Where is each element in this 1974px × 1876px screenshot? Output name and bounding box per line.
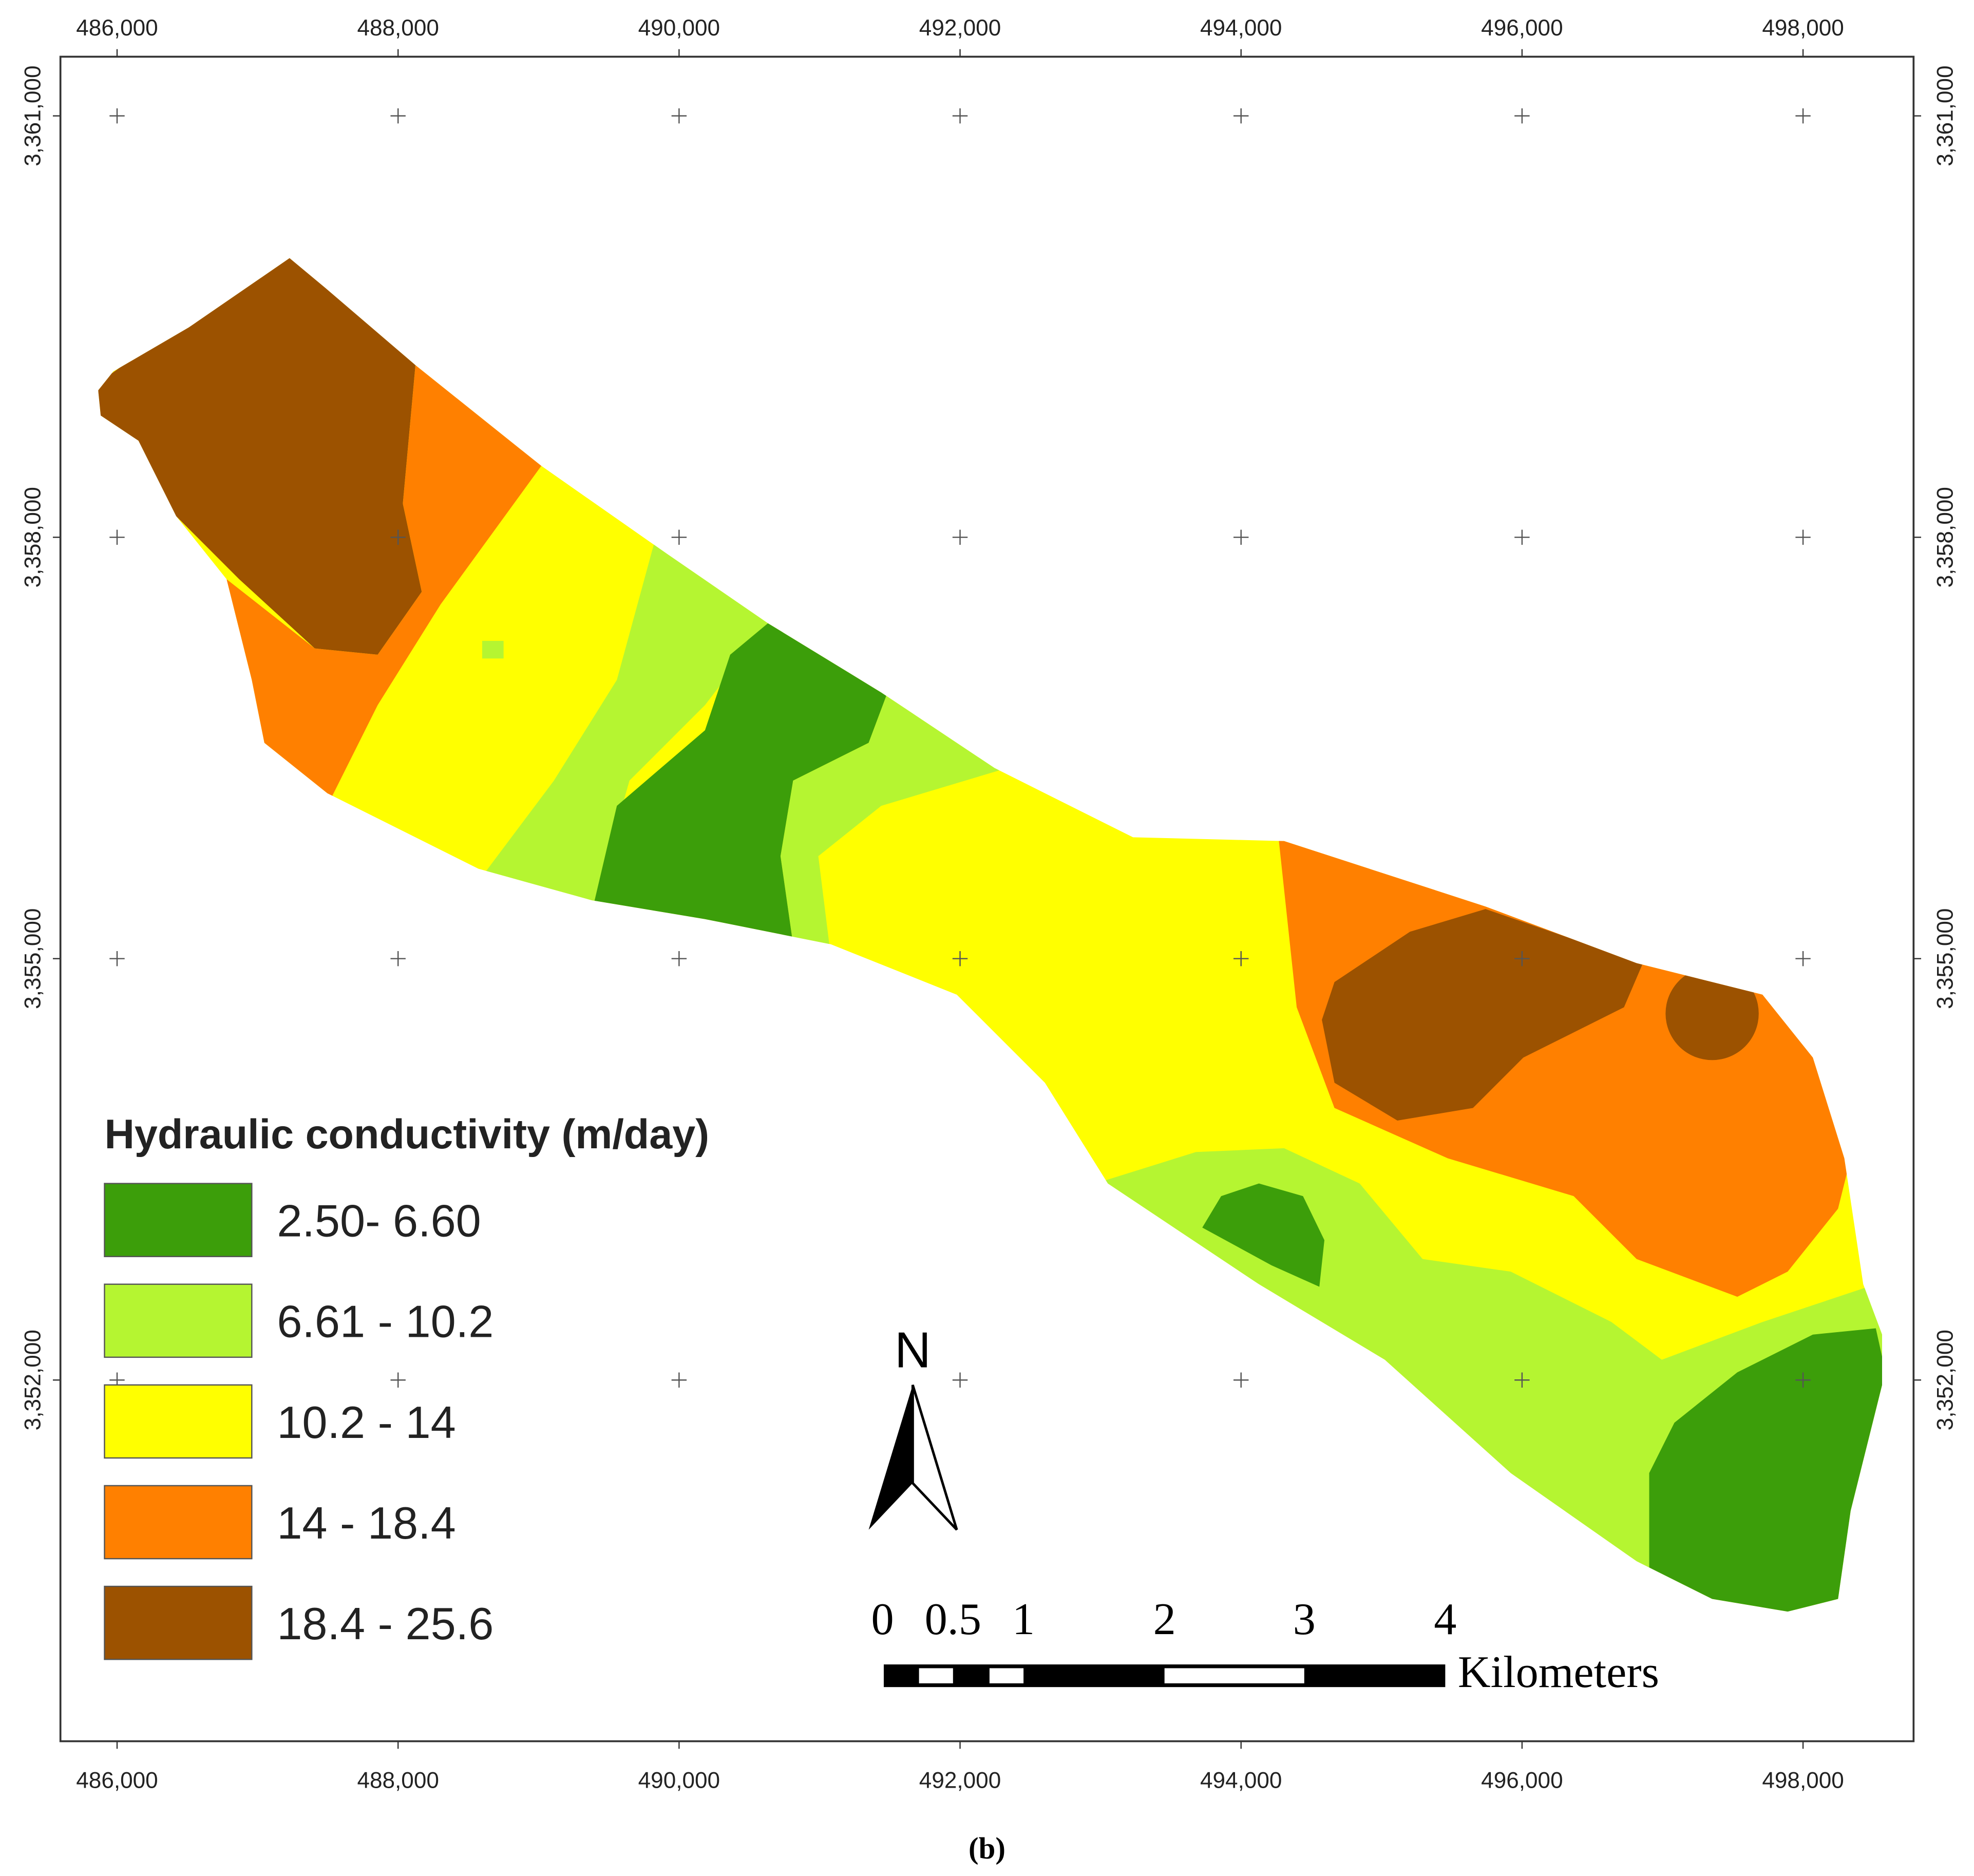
legend-label: 2.50- 6.60 (277, 1196, 481, 1246)
x-tick-label: 494,000 (1200, 1768, 1282, 1793)
zone (482, 640, 504, 659)
legend-label: 14 - 18.4 (277, 1498, 455, 1548)
legend-swatch (104, 1384, 253, 1459)
y-tick-label: 3,358,000 (1932, 487, 1958, 588)
zone (1202, 1183, 1325, 1287)
graticule-cross (671, 1372, 687, 1388)
scale-label: 0 (871, 1594, 894, 1644)
north-label: N (895, 1321, 931, 1378)
legend-swatch (104, 1283, 253, 1358)
y-tick-label: 3,358,000 (20, 487, 45, 588)
graticule-cross (952, 529, 968, 545)
zone (98, 258, 422, 655)
x-tick-label: 488,000 (357, 15, 439, 41)
x-tick-label: 486,000 (76, 1768, 158, 1793)
graticule-cross (952, 951, 968, 967)
graticule-cross (1233, 1372, 1249, 1388)
x-tick-label: 494,000 (1200, 15, 1282, 41)
y-tick-label: 3,355,000 (1932, 908, 1958, 1009)
graticule-cross (1795, 1372, 1811, 1388)
zone (1665, 967, 1759, 1060)
x-tick-label: 492,000 (919, 1768, 1001, 1793)
legend-swatch (104, 1485, 253, 1560)
y-tick-label: 3,352,000 (1932, 1330, 1958, 1430)
scale-label: 1 (1012, 1594, 1035, 1644)
graticule-cross (109, 108, 125, 124)
graticule-cross (1514, 529, 1530, 545)
graticule-cross (1233, 529, 1249, 545)
x-tick-label: 492,000 (919, 15, 1001, 41)
graticule-cross (390, 951, 406, 967)
graticule: 486,000 486,000 488,000 488,000 490,000 490,0… (20, 15, 1958, 1793)
legend: Hydraulic conductivity (m/day) 2.50- 6.6… (104, 1111, 709, 1660)
zone (592, 623, 888, 944)
x-tick-label: 488,000 (357, 1768, 439, 1793)
graticule-cross (952, 1372, 968, 1388)
x-tick-label: 496,000 (1481, 15, 1563, 41)
graticule-cross (1514, 1372, 1530, 1388)
scale-segment (919, 1668, 953, 1683)
scale-label: 4 (1434, 1594, 1456, 1644)
graticule-cross (671, 108, 687, 124)
graticule-cross (952, 108, 968, 124)
graticule-cross (1795, 108, 1811, 124)
graticule-cross (671, 529, 687, 545)
legend-label: 10.2 - 14 (277, 1397, 455, 1448)
graticule-cross (390, 529, 406, 545)
graticule-cross (109, 529, 125, 545)
scale-segment (1164, 1668, 1304, 1683)
caption: (b) (969, 1832, 1005, 1865)
y-tick-label: 3,361,000 (20, 66, 45, 166)
x-tick-label: 486,000 (76, 15, 158, 41)
x-tick-label: 490,000 (638, 15, 720, 41)
graticule-cross (1233, 951, 1249, 967)
y-tick-label: 3,352,000 (20, 1330, 45, 1430)
graticule-cross (390, 108, 406, 124)
x-tick-label: 496,000 (1481, 1768, 1563, 1793)
x-tick-label: 498,000 (1762, 1768, 1844, 1793)
legend-swatch (104, 1183, 253, 1257)
legend-swatch (104, 1585, 253, 1660)
graticule-cross (1795, 951, 1811, 967)
arrow-right (911, 1385, 958, 1531)
scale-segment (989, 1668, 1024, 1683)
graticule-cross (1514, 108, 1530, 124)
y-tick-label: 3,361,000 (1932, 66, 1958, 166)
scale-label: 3 (1293, 1594, 1316, 1644)
zone (1649, 1328, 1883, 1612)
zone (478, 541, 768, 913)
arrow-left (868, 1385, 913, 1530)
legend-label: 18.4 - 25.6 (277, 1598, 494, 1649)
graticule-cross (109, 951, 125, 967)
scale-bar: Kilometers 0 0.5 1 2 3 4 (871, 1594, 1659, 1697)
zone (780, 692, 1008, 957)
legend-label: 6.61 - 10.2 (277, 1296, 494, 1347)
graticule-cross (671, 951, 687, 967)
graticule-cross (390, 1372, 406, 1388)
scale-unit: Kilometers (1458, 1647, 1659, 1697)
graticule-cross (1233, 108, 1249, 124)
zone (1322, 909, 1643, 1121)
legend-title: Hydraulic conductivity (m/day) (104, 1111, 709, 1158)
y-tick-label: 3,355,000 (20, 908, 45, 1009)
zone (226, 365, 542, 806)
scale-label: 2 (1153, 1594, 1176, 1644)
scale-label: 0.5 (925, 1594, 981, 1644)
graticule-cross (1795, 529, 1811, 545)
x-tick-label: 490,000 (638, 1768, 720, 1793)
north-arrow: N (868, 1321, 958, 1531)
x-tick-label: 498,000 (1762, 15, 1844, 41)
graticule-cross (1514, 951, 1530, 967)
